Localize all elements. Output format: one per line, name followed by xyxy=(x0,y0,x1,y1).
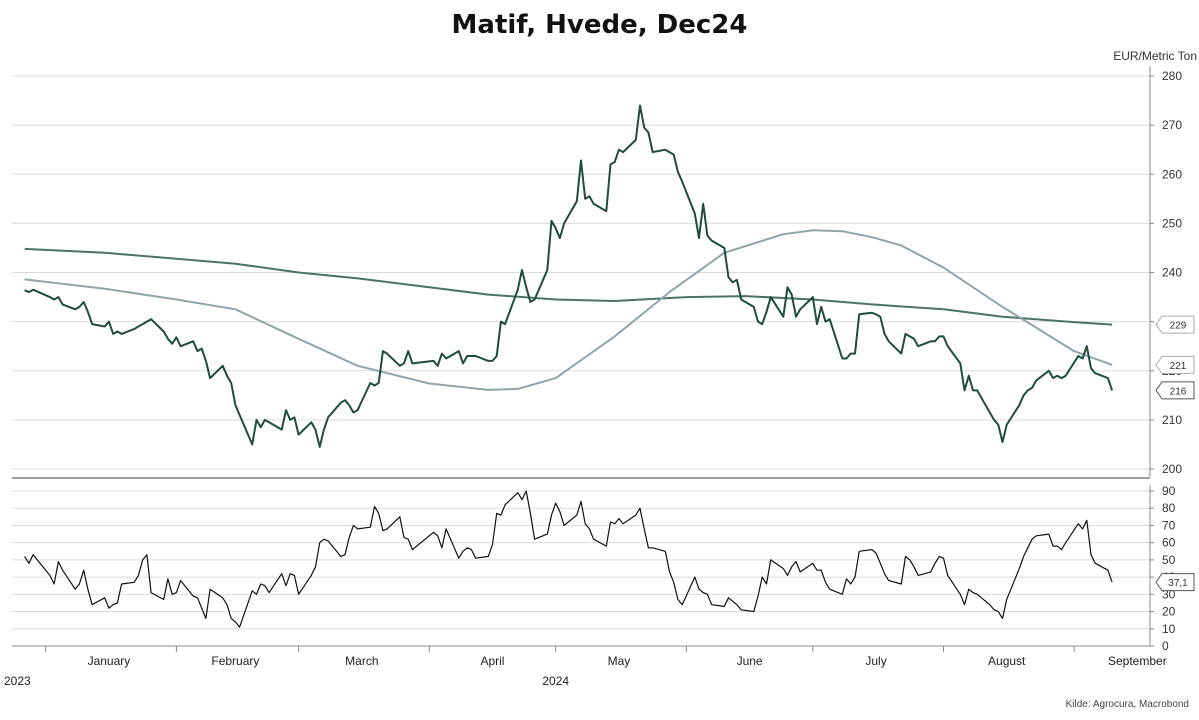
series-line-ma_short xyxy=(24,229,1113,391)
main-y-tick-label: 200 xyxy=(1162,462,1182,476)
series-line-ma_long xyxy=(24,247,1113,326)
x-month-label: January xyxy=(88,654,131,668)
x-month-label: March xyxy=(345,654,378,668)
rsi-y-tick-label: 50 xyxy=(1162,553,1176,567)
last-value-label-price: 216 xyxy=(1170,386,1187,397)
x-month-label: April xyxy=(480,654,504,668)
main-y-tick-label: 210 xyxy=(1162,413,1182,427)
rsi-y-tick-label: 70 xyxy=(1162,518,1176,532)
main-y-tick-label: 240 xyxy=(1162,266,1182,280)
y-axis-unit-label: EUR/Metric Ton xyxy=(1113,49,1197,63)
last-value-tag-price xyxy=(1155,381,1195,400)
last-value-label-rsi: 37,1 xyxy=(1168,578,1188,589)
rsi-y-tick-label: 0 xyxy=(1162,639,1169,653)
main-y-tick-label: 260 xyxy=(1162,167,1182,181)
last-value-tag-rsi xyxy=(1155,573,1195,592)
chart-title: Matif, Hvede, Dec24 xyxy=(451,10,748,40)
last-value-tag-ma_short xyxy=(1155,355,1195,374)
x-month-label: June xyxy=(737,654,763,668)
main-y-tick-label: 270 xyxy=(1162,118,1182,132)
x-month-label: May xyxy=(608,654,631,668)
x-month-label: August xyxy=(988,654,1026,668)
rsi-y-tick-label: 10 xyxy=(1162,622,1176,636)
rsi-y-tick-label: 20 xyxy=(1162,605,1176,619)
x-month-label: September xyxy=(1108,654,1167,668)
series-line-price xyxy=(24,104,1114,448)
main-y-tick-label: 250 xyxy=(1162,216,1182,230)
rsi-y-tick-label: 60 xyxy=(1162,536,1176,550)
last-value-label-ma_short: 221 xyxy=(1170,361,1187,372)
series-line-rsi xyxy=(24,490,1113,628)
source-credit: Kilde: Agrocura, Macrobond xyxy=(1065,699,1189,710)
main-y-tick-label: 280 xyxy=(1162,69,1182,83)
x-year-label: 2023 xyxy=(4,674,31,688)
x-month-label: February xyxy=(211,654,259,668)
last-value-tag-ma_long xyxy=(1155,315,1195,334)
last-value-label-ma_long: 229 xyxy=(1170,321,1187,332)
x-month-label: July xyxy=(865,654,886,668)
rsi-y-tick-label: 90 xyxy=(1162,484,1176,498)
x-year-label: 2024 xyxy=(542,674,569,688)
rsi-y-tick-label: 80 xyxy=(1162,501,1176,515)
